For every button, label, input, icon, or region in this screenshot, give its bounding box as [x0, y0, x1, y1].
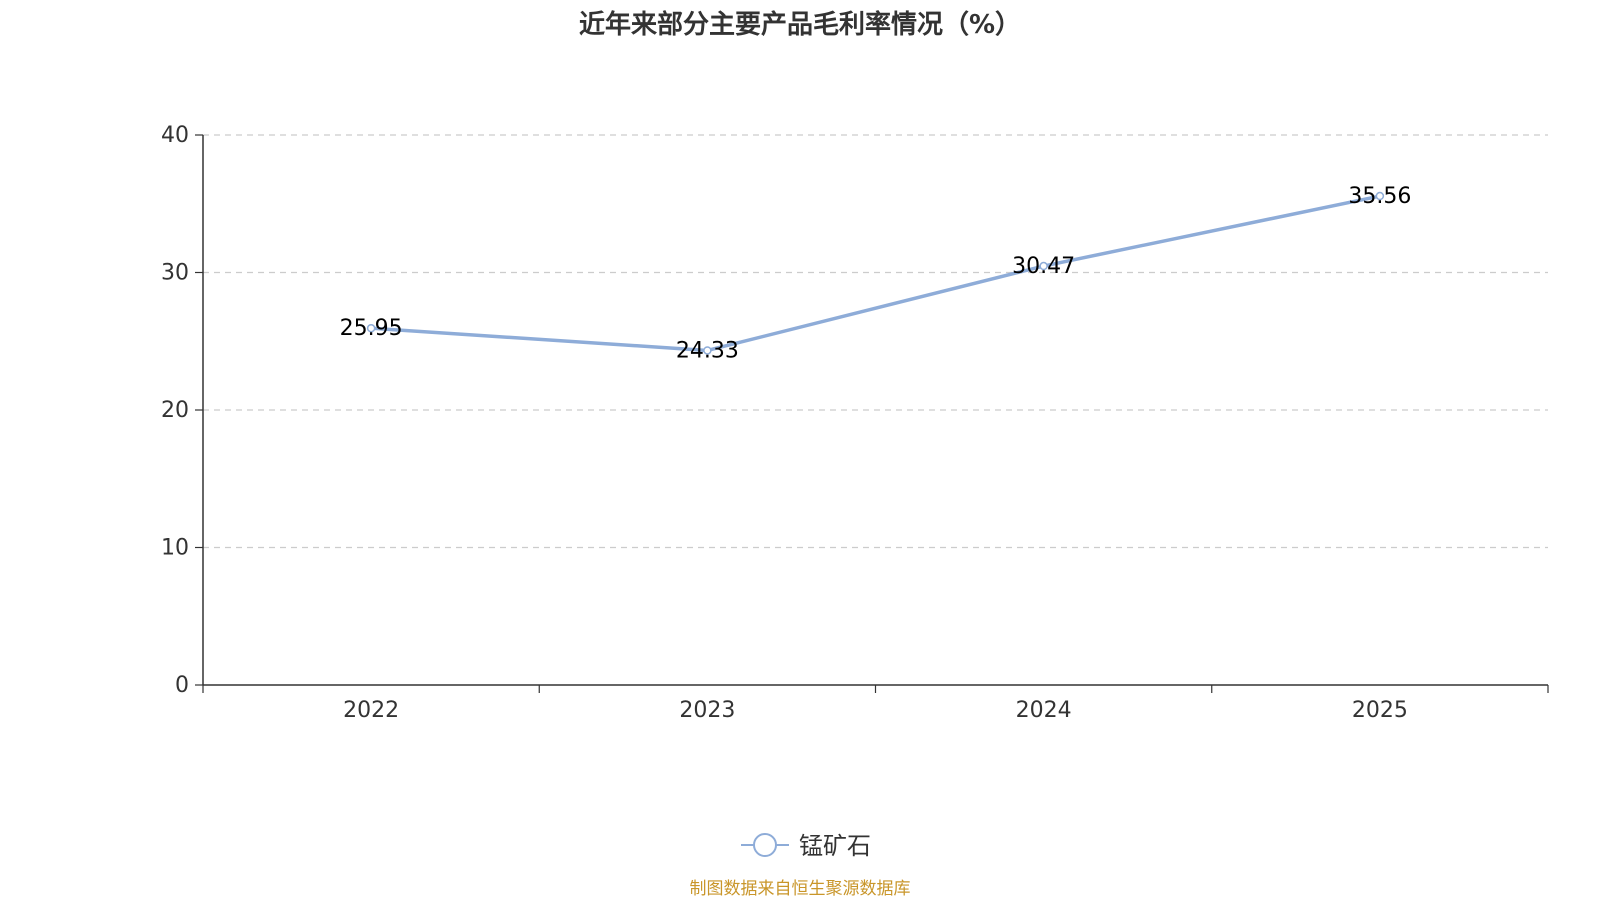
- axes: 0 10 20 30 40 2022 2023 2024 2025: [161, 123, 1549, 723]
- x-tick-label: 2022: [343, 698, 399, 723]
- data-point: [366, 323, 376, 333]
- source-note: 制图数据来自恒生聚源数据库: [689, 879, 911, 899]
- legend-label: 锰矿石: [799, 832, 871, 860]
- data-labels: 25.95 24.33 30.47 35.56: [340, 184, 1412, 363]
- grid-lines: [203, 134, 1548, 549]
- series-line: [369, 194, 1382, 353]
- x-tick-label: 2023: [679, 698, 735, 723]
- data-point: [1039, 261, 1048, 271]
- x-tick-label: 2025: [1352, 698, 1408, 723]
- legend-marker: [753, 833, 777, 857]
- data-label: 30.47: [1012, 254, 1075, 279]
- y-tick-label: 0: [175, 673, 189, 698]
- data-point: [1375, 191, 1385, 201]
- data-label: 25.95: [340, 316, 403, 341]
- y-tick-label: 20: [161, 398, 189, 423]
- series-layer: [366, 191, 1385, 355]
- data-label: 24.33: [676, 338, 739, 363]
- data-point: [703, 346, 712, 355]
- y-tick-label: 30: [161, 261, 189, 286]
- x-tick-label: 2024: [1016, 698, 1072, 723]
- data-label: 35.56: [1348, 184, 1411, 209]
- legend[interactable]: 锰矿石: [741, 832, 871, 860]
- chart-title: 近年来部分主要产品毛利率情况（%）: [578, 10, 1022, 40]
- y-tick-label: 10: [161, 536, 189, 561]
- y-tick-label: 40: [161, 123, 189, 148]
